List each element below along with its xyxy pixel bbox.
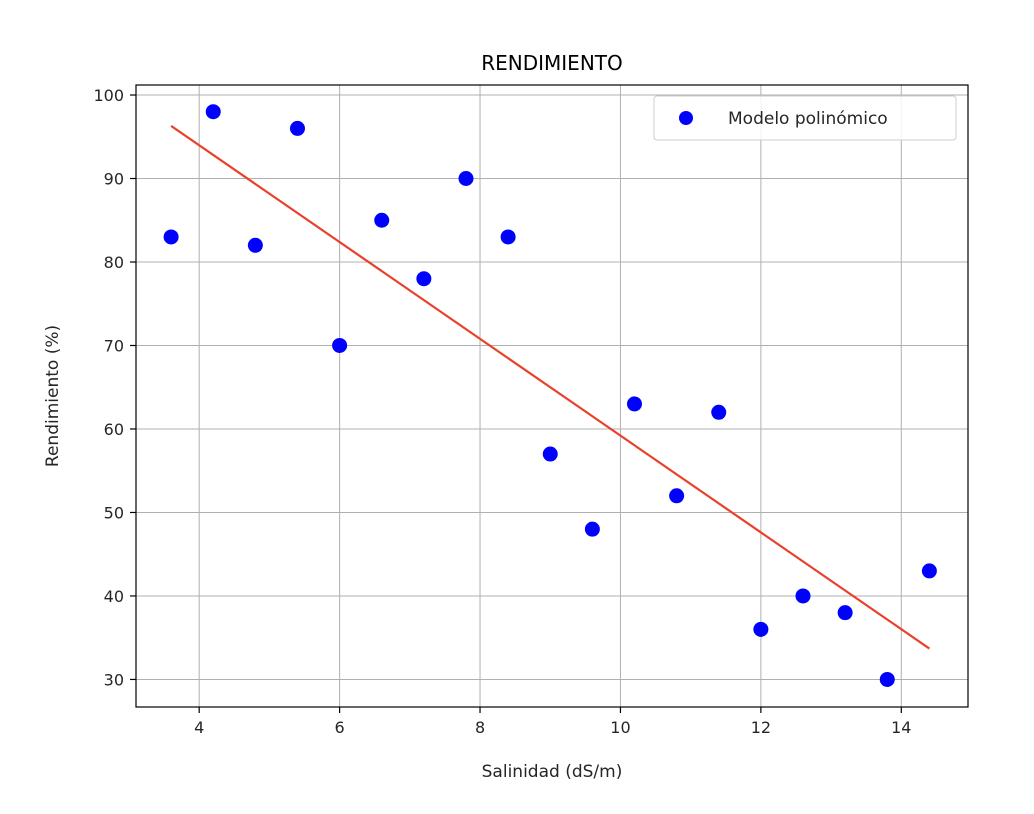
x-tick-label: 10 bbox=[610, 718, 630, 737]
data-point bbox=[879, 671, 895, 687]
y-tick-label: 60 bbox=[104, 420, 124, 439]
x-axis-label: Salinidad (dS/m) bbox=[482, 762, 623, 782]
plot-frame bbox=[135, 84, 969, 708]
x-tick-label: 4 bbox=[194, 718, 204, 737]
data-point bbox=[626, 396, 642, 412]
x-tick-label: 6 bbox=[335, 718, 345, 737]
y-tick-label: 30 bbox=[104, 670, 124, 689]
legend-box bbox=[653, 95, 957, 141]
fit-line bbox=[170, 125, 931, 650]
data-point bbox=[416, 271, 432, 287]
points-layer bbox=[163, 104, 937, 687]
data-point bbox=[669, 488, 685, 504]
legend-marker bbox=[679, 111, 693, 125]
y-tick-label: 100 bbox=[93, 86, 124, 105]
y-tick-label: 80 bbox=[104, 253, 124, 272]
y-axis-label: Rendimiento (%) bbox=[43, 325, 63, 467]
y-tick-label: 50 bbox=[104, 503, 124, 522]
data-point bbox=[332, 337, 348, 353]
legend-label: Modelo polinómico bbox=[728, 109, 888, 129]
data-point bbox=[500, 229, 516, 245]
x-tick-label: 12 bbox=[751, 718, 771, 737]
y-tick-label: 40 bbox=[104, 587, 124, 606]
x-tick-label: 8 bbox=[475, 718, 485, 737]
data-point bbox=[753, 621, 769, 637]
data-point bbox=[374, 212, 390, 228]
chart-title: RENDIMIENTO bbox=[481, 51, 623, 75]
data-point bbox=[247, 237, 263, 253]
y-axis-ticks: 30 40 50 60 70 80 90 100 bbox=[93, 86, 136, 689]
data-point bbox=[711, 404, 727, 420]
data-point bbox=[163, 229, 179, 245]
data-point bbox=[205, 104, 221, 120]
grid bbox=[136, 85, 968, 707]
data-point bbox=[921, 563, 937, 579]
data-point bbox=[795, 588, 811, 604]
data-point bbox=[837, 605, 853, 621]
data-point bbox=[458, 171, 474, 187]
legend: Modelo polinómico bbox=[653, 95, 957, 141]
data-point bbox=[289, 120, 305, 136]
y-tick-label: 90 bbox=[104, 170, 124, 189]
data-point bbox=[584, 521, 600, 537]
data-point bbox=[542, 446, 558, 462]
x-tick-label: 14 bbox=[891, 718, 911, 737]
fit-line-layer bbox=[170, 125, 931, 650]
x-axis-ticks: 4 6 8 10 12 14 bbox=[194, 707, 911, 737]
y-tick-label: 70 bbox=[104, 336, 124, 355]
